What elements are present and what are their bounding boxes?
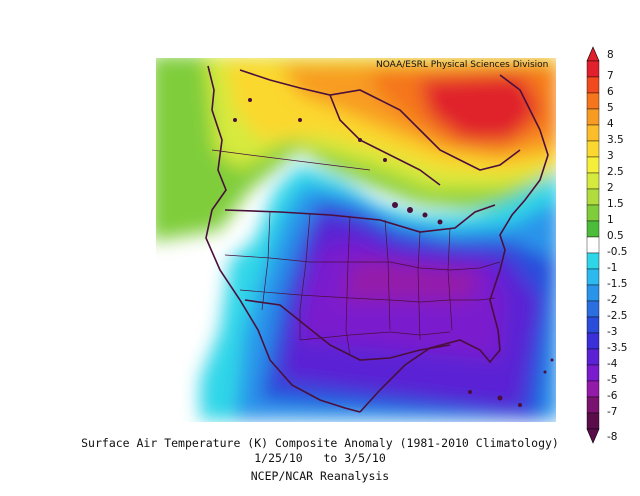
map-title: Surface Air Temperature (K) Composite An…	[81, 436, 559, 450]
colorbar-swatch	[586, 92, 600, 110]
colorbar-swatch	[586, 124, 600, 142]
colorbar-arrow-bottom	[586, 428, 600, 444]
colorbar-swatch	[586, 348, 600, 366]
colorbar-tick-label: -3.5	[607, 342, 628, 354]
colorbar-tick-label: -8	[607, 431, 618, 443]
colorbar-swatch	[586, 156, 600, 174]
colorbar-tick-label: -7	[607, 406, 618, 418]
colorbar	[586, 46, 600, 444]
colorbar-tick-label: -3	[607, 326, 618, 338]
colorbar-swatch	[586, 412, 600, 430]
colorbar-swatch	[586, 284, 600, 302]
colorbar-swatch	[586, 108, 600, 126]
colorbar-tick-label: 8	[607, 49, 614, 61]
colorbar-tick-label: 1	[607, 214, 614, 226]
colorbar-tick-label: 2.5	[607, 166, 624, 178]
colorbar-tick-label: 1.5	[607, 198, 624, 210]
colorbar-swatch	[586, 316, 600, 334]
colorbar-tick-label: -0.5	[607, 246, 628, 258]
anomaly-field	[156, 58, 556, 420]
coastline-and-borders	[205, 65, 549, 413]
colorbar-tick-label: 5	[607, 102, 614, 114]
colorbar-tick-label: -2.5	[607, 310, 628, 322]
colorbar-swatch	[586, 204, 600, 222]
colorbar-tick-label: 3.5	[607, 134, 624, 146]
colorbar-tick-label: 0.5	[607, 230, 624, 242]
colorbar-swatch	[586, 140, 600, 158]
colorbar-swatch	[586, 268, 600, 286]
colorbar-swatch	[586, 76, 600, 94]
colorbar-swatch	[586, 396, 600, 414]
map-dates: 1/25/10 to 3/5/10	[254, 451, 386, 465]
map-source: NCEP/NCAR Reanalysis	[250, 469, 390, 483]
colorbar-swatch	[586, 220, 600, 238]
lakes-and-islands	[233, 98, 554, 407]
state-borders	[211, 149, 501, 356]
colorbar-swatch	[586, 60, 600, 78]
colorbar-swatch	[586, 252, 600, 270]
colorbar-swatch	[586, 172, 600, 190]
colorbar-tick-label: 2	[607, 182, 614, 194]
colorbar-arrow-top	[586, 46, 600, 62]
colorbar-tick-label: -6	[607, 390, 618, 402]
colorbar-tick-label: -5	[607, 374, 618, 386]
colorbar-swatch	[586, 236, 600, 254]
colorbar-tick-label: -4	[607, 358, 618, 370]
colorbar-tick-label: 3	[607, 150, 614, 162]
colorbar-swatch	[586, 300, 600, 318]
colorbar-swatch	[586, 332, 600, 350]
colorbar-tick-label: 6	[607, 86, 614, 98]
colorbar-swatch	[586, 364, 600, 382]
colorbar-tick-label: -2	[607, 294, 618, 306]
colorbar-tick-label: -1	[607, 262, 618, 274]
colorbar-swatch	[586, 188, 600, 206]
colorbar-swatch	[586, 380, 600, 398]
colorbar-tick-label: -1.5	[607, 278, 628, 290]
credit-text: NOAA/ESRL Physical Sciences Division	[376, 60, 549, 70]
colorbar-tick-label: 7	[607, 70, 614, 82]
colorbar-tick-label: 4	[607, 118, 614, 130]
